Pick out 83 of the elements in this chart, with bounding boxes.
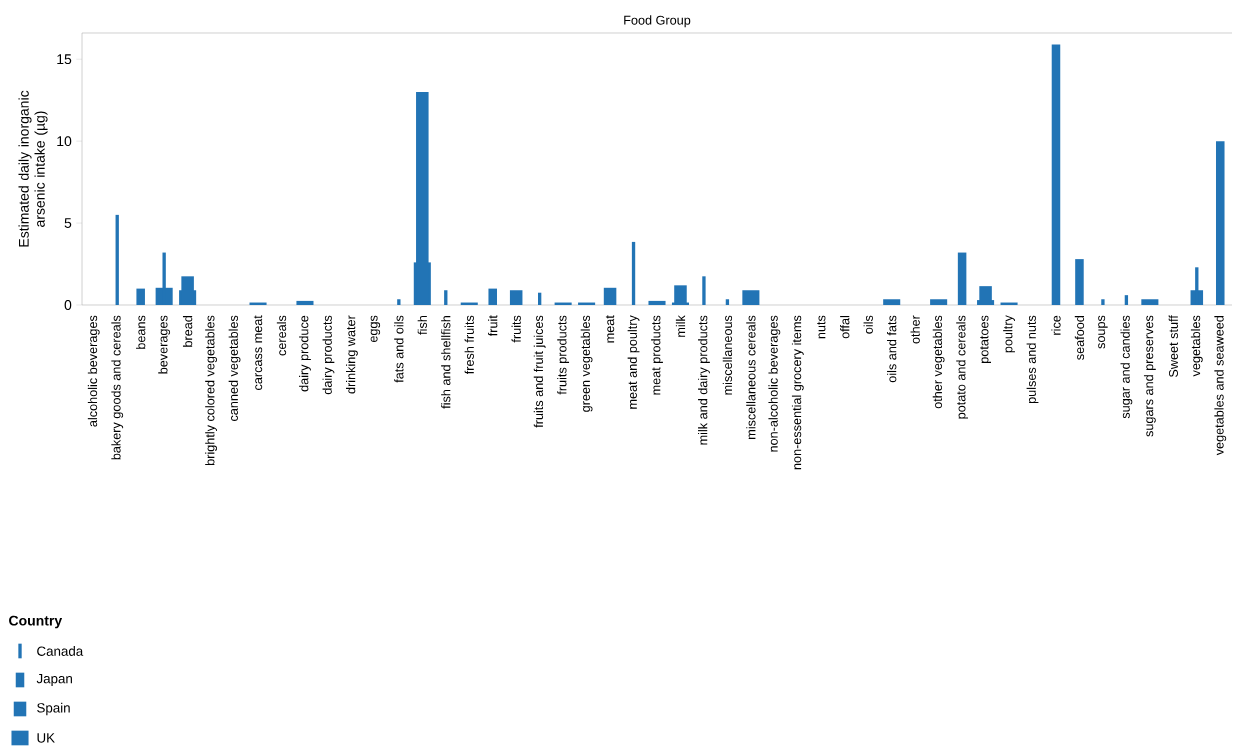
x-tick-label: oils and fats [887,315,897,383]
x-tick-label: pulses and nuts [1026,315,1039,404]
bar [725,299,730,306]
x-tick-label: meat [605,315,615,343]
x-tick-label: eggs [370,315,381,343]
y-tick-label: 0 [64,300,72,311]
x-tick-label: fresh fruits [464,315,474,375]
bar [674,285,687,306]
legend-label: Japan [36,674,72,687]
bar [444,290,448,306]
x-tick-label: drinking water [346,315,358,394]
x-tick-label: beans [136,315,146,349]
x-tick-label: non-essential grocery items [791,315,804,470]
bar [930,299,948,306]
x-tick-label: dairy produce [299,315,311,392]
y-tick-label: 15 [57,54,72,65]
x-tick-label: other vegetables [932,315,945,409]
bar [1141,299,1159,306]
x-tick-label: fruits products [557,315,570,395]
y-tick-label: 10 [57,136,72,147]
x-tick-label: seafood [1074,316,1085,360]
x-tick-label: green vegetables [580,315,593,412]
x-tick-label: vegetables and seaweed [1214,316,1227,456]
x-tick-label: brightly colored vegetables [205,315,217,466]
x-tick-label: alcoholic beverages [87,315,100,427]
x-tick-label: meat and poultry [627,315,640,409]
x-tick-label: fish and shellfish [441,316,451,409]
bar [509,290,523,306]
x-tick-label: non-alcoholic beverages [768,315,781,452]
x-tick-label: miscellaneous [722,315,733,395]
x-tick-label: sugars and preserves [1143,315,1156,437]
bar [397,299,401,306]
x-tick-label: fats and oils [394,315,404,383]
x-tick-label: dairy products [322,315,335,395]
x-tick-label: sugar and candies [1120,315,1133,419]
bar [1216,141,1225,306]
legend-label: Canada [37,646,84,656]
x-tick-label: offal [840,316,850,339]
bar [702,276,706,306]
bar [1051,44,1061,306]
x-tick-label: potatoes [980,315,991,364]
x-tick-label: fish [417,316,427,335]
bar [1101,299,1105,306]
y-tick-label: 5 [64,218,72,229]
x-tick-label: fruit [488,315,498,337]
legend-label: Spain [37,702,70,716]
x-tick-label: other [910,315,920,344]
x-tick-label: canned vegetables [228,315,241,422]
y-axis-title: Estimated daily inorganic arsenic intake (µg) [18,90,48,247]
x-tick-label: potato and cereals [956,315,969,419]
x-tick-label: bread [182,316,193,347]
bar [603,287,617,306]
x-tick-label: Sweet stuff [1168,315,1178,378]
x-tick-label: bakery goods and cereals [111,315,124,460]
x-tick-label: fruits and fruit juices [533,315,546,428]
x-tick-label: nuts [817,315,826,339]
x-tick-label: milk and dairy products [698,315,710,445]
legend-title: Country [9,615,63,629]
bar [631,241,636,306]
x-tick-label: oils [863,315,873,334]
bar [883,299,901,306]
legend-label: UK [37,733,55,743]
x-tick-label: cereals [276,315,287,356]
x-tick-label: rice [1051,315,1061,335]
x-tick-label: fruits [511,315,521,343]
x-tick-label: carcass meat [253,315,263,391]
x-axis-title: Food Group [624,15,691,28]
x-tick-label: poultry [1003,315,1015,353]
bar [1124,295,1129,306]
x-tick-label: vegetables [1190,315,1203,377]
bar [488,288,497,306]
x-tick-label: miscellaneous cereals [746,315,756,440]
x-tick-label: beverages [158,315,171,374]
bar [136,288,145,306]
bar [296,300,314,306]
bar [1075,259,1084,306]
bar [115,214,119,306]
bar [742,290,760,306]
x-tick-label: meat products [651,315,663,395]
x-tick-label: milk [675,315,686,337]
x-tick-label: soups [1098,315,1108,349]
bar [648,300,666,306]
bar [957,252,967,306]
